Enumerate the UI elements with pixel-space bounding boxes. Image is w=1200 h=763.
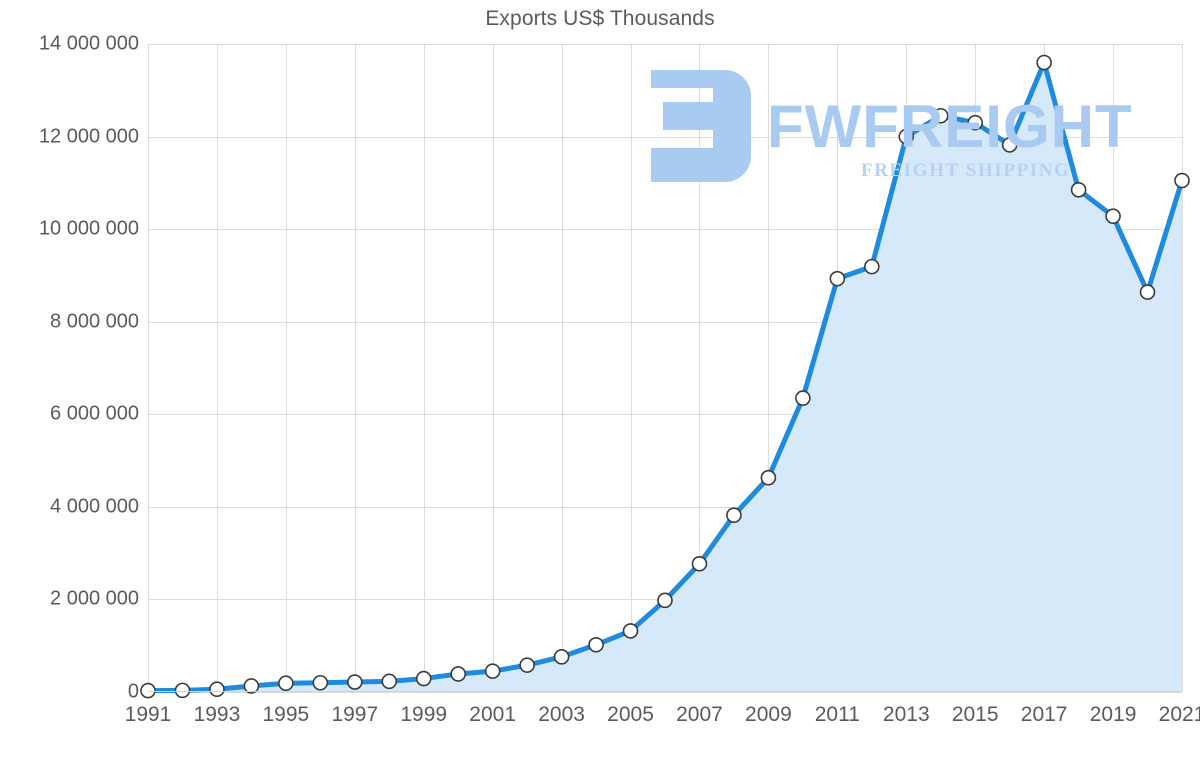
data-point-marker: [347, 674, 363, 690]
chart-title: Exports US$ Thousands: [485, 7, 715, 30]
y-axis-tick-label: 6 000 000: [50, 402, 139, 425]
data-point-marker: [553, 649, 570, 665]
y-axis-tick-label: 8 000 000: [50, 310, 139, 333]
data-point-marker: [381, 673, 398, 690]
data-point-marker: [174, 682, 191, 699]
x-axis-tick-label: 2013: [882, 703, 930, 726]
data-point-marker: [967, 114, 984, 131]
data-point-marker: [1001, 137, 1018, 153]
gridline-vertical: [768, 44, 769, 692]
gridline-vertical: [631, 44, 632, 692]
data-point-marker: [795, 390, 811, 406]
exports-series-chart: [140, 54, 1190, 699]
x-axis-tick-label: 2021: [1158, 703, 1200, 726]
data-point-marker: [898, 128, 915, 145]
data-point-marker: [312, 674, 329, 691]
data-point-marker: [1070, 182, 1087, 198]
data-point-marker: [140, 682, 156, 699]
x-axis-tick-label: 2015: [951, 703, 999, 726]
x-axis-baseline: [148, 691, 1182, 692]
data-point-marker: [657, 592, 673, 609]
y-axis-tick-label: 2 000 000: [50, 587, 139, 610]
data-point-marker: [278, 675, 294, 692]
x-axis-tick-label: 1991: [124, 703, 172, 726]
gridline-horizontal: [148, 414, 1182, 415]
y-axis-tick-label: 0: [127, 680, 139, 703]
gridline-vertical: [493, 44, 494, 692]
gridline-vertical: [355, 44, 356, 692]
data-point-marker: [588, 636, 604, 653]
gridline-vertical: [148, 44, 149, 692]
x-axis-tick-label: 2005: [607, 703, 654, 726]
gridline-horizontal: [148, 507, 1182, 508]
gridline-horizontal: [148, 229, 1182, 230]
data-point-marker: [1139, 284, 1156, 300]
gridline-horizontal: [148, 44, 1182, 45]
data-point-marker: [243, 678, 260, 694]
data-point-marker: [829, 270, 846, 287]
x-axis-tick-label: 2001: [469, 703, 517, 726]
gridline-vertical: [424, 44, 425, 692]
x-axis-tick-label: 2003: [538, 703, 585, 726]
y-axis-tick-label: 4 000 000: [50, 495, 139, 518]
x-axis-tick-label: 2011: [814, 703, 860, 726]
data-point-marker: [691, 555, 708, 572]
series-markers: [140, 54, 1190, 699]
gridline-vertical: [286, 44, 287, 692]
data-point-marker: [1036, 54, 1052, 71]
gridline-vertical: [699, 44, 700, 692]
gridline-vertical: [1182, 44, 1183, 692]
data-point-marker: [863, 258, 880, 275]
x-axis-tick-label: 2017: [1020, 703, 1068, 726]
gridline-horizontal: [148, 322, 1182, 323]
gridline-vertical: [217, 44, 218, 692]
x-axis-tick-label: 1997: [331, 703, 379, 726]
x-axis-tick-label: 1995: [262, 703, 310, 726]
gridline-horizontal: [148, 692, 1182, 693]
x-axis-tick-label: 2019: [1089, 703, 1137, 726]
data-point-marker: [209, 681, 225, 698]
y-axis-tick-label: 12 000 000: [38, 125, 139, 148]
x-axis-tick-label: 1993: [193, 703, 241, 726]
x-axis-tick-labels: 1991 1993 1995 1997 1999 2001 2003 2005 2007 2009…: [125, 703, 1200, 743]
data-point-marker: [484, 663, 501, 679]
y-axis-tick-labels: 0 2 000 000 4 000 000 6 000 000 8 000 000 10 …: [0, 0, 139, 763]
data-point-marker: [1105, 208, 1121, 224]
data-point-marker: [519, 657, 535, 673]
data-point-marker: [726, 507, 742, 523]
gridline-vertical: [562, 44, 563, 692]
series-area-fill: [148, 62, 1182, 692]
data-point-marker: [932, 107, 949, 124]
y-axis-tick-label: 14 000 000: [38, 32, 139, 55]
x-axis-tick-label: 1999: [400, 703, 448, 726]
data-point-marker: [415, 670, 432, 687]
data-point-marker: [450, 666, 467, 682]
data-point-marker: [1174, 172, 1190, 189]
data-point-marker: [760, 469, 777, 486]
y-axis-tick-label: 10 000 000: [38, 217, 139, 240]
x-axis-tick-label: 2007: [676, 703, 723, 726]
plot-area: [140, 44, 1190, 699]
data-point-marker: [622, 623, 639, 639]
x-axis-tick-label: 2009: [745, 703, 792, 726]
